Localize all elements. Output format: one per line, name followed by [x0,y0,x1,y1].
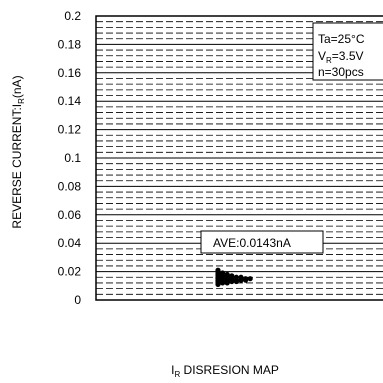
y-tick-label: 0.2 [64,9,81,23]
y-tick-label: 0.04 [58,236,82,250]
data-point [233,278,239,285]
conditions-frame [312,22,383,81]
y-tick-label: 0.1 [64,151,81,165]
data-point [224,280,230,286]
y-tick-label: 0.12 [58,123,82,137]
y-axis-label: REVERSE CURRENT:IR(nA) [10,75,26,228]
y-tick-label: 0.02 [58,265,82,279]
x-axis-label-main: I [171,363,174,377]
condition-ta: Ta=25°C [318,32,365,46]
data-point [238,277,244,283]
x-axis-label-sub: R [174,370,180,379]
y-tick-label: 0.16 [58,66,82,80]
condition-n: n=30pcs [318,65,364,79]
conditions-box: Ta=25°C VR=3.5V n=30pcs [312,22,383,81]
data-points [215,267,253,287]
data-point [243,277,249,283]
y-axis-label-unit: (nA) [10,75,24,98]
condition-vr: VR=3.5V [318,49,364,65]
condition-vr-main: V [318,49,326,63]
condition-vr-sub: R [326,56,332,65]
data-point [215,281,221,287]
condition-vr-rest: =3.5V [332,49,364,63]
data-point [247,276,253,282]
y-axis-label-sub: R [17,98,26,104]
y-tick-label: 0.18 [58,37,82,51]
x-axis-label: IR DISRESION MAP [171,363,279,379]
y-axis-label-main: REVERSE CURRENT:I [10,104,24,229]
y-tick-label: 0.14 [58,94,82,108]
x-axis-label-rest: DISRESION MAP [180,363,279,377]
y-axis-ticks: 0 0.02 0.04 0.06 0.08 0.1 0.12 0.14 0.16 0.18 0.2 [58,9,82,307]
y-tick-label: 0.08 [58,179,82,193]
average-box: AVE:0.0143nA [200,230,324,254]
average-label: AVE:0.0143nA [213,236,291,250]
average-frame [200,230,324,254]
data-point [229,278,235,285]
plot-frame [95,15,383,301]
y-tick-label: 0 [74,293,81,307]
y-tick-label: 0.06 [58,208,82,222]
data-point [220,280,226,286]
